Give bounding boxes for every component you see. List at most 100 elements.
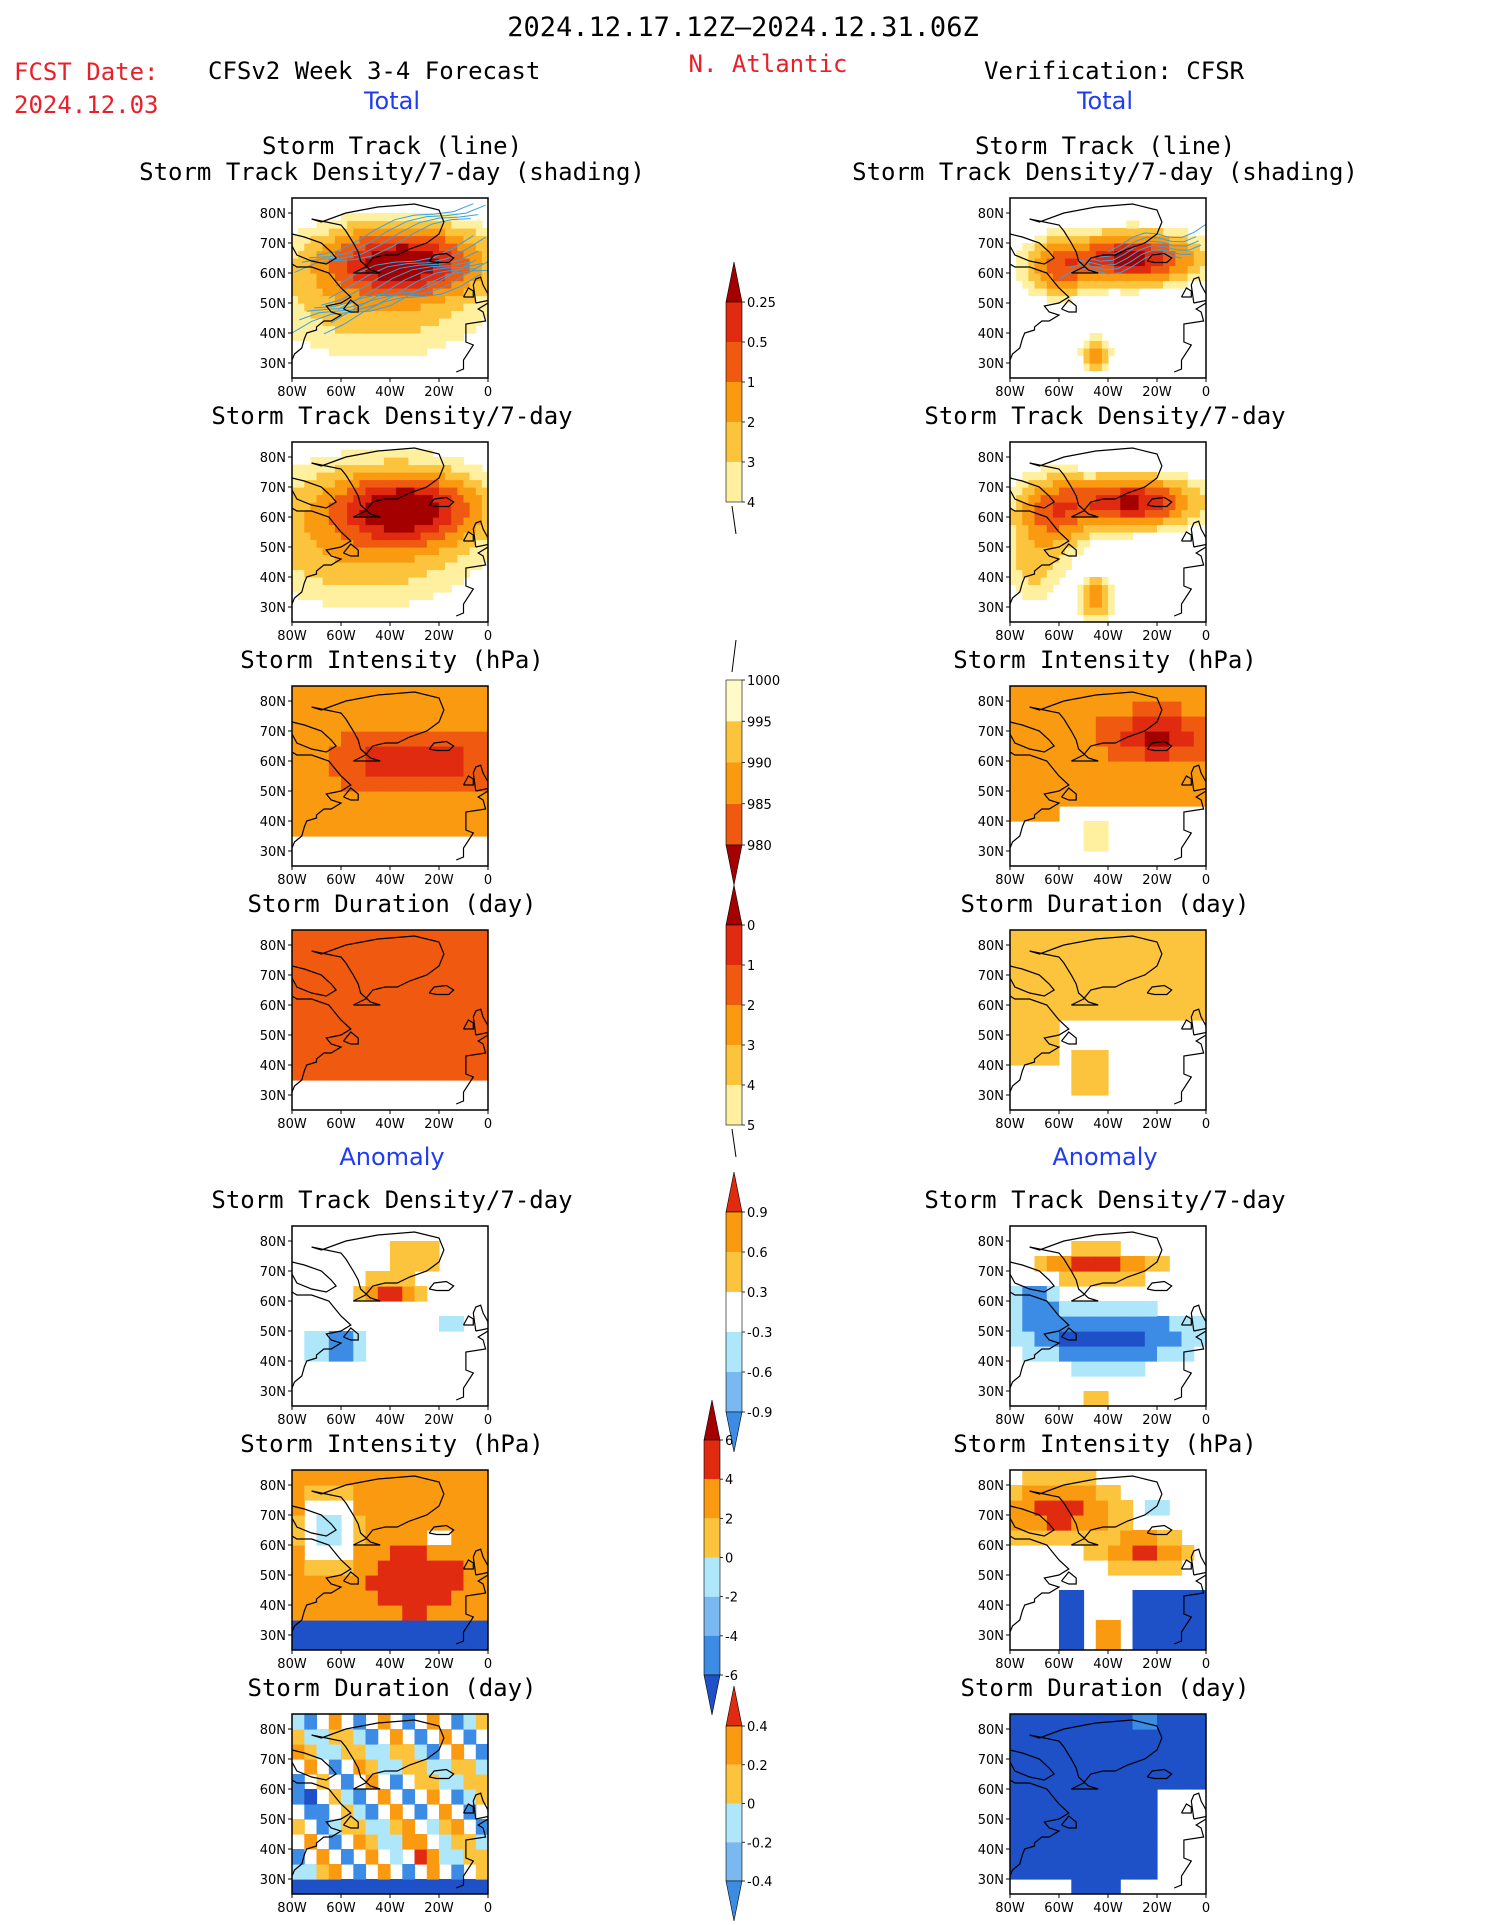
lon-tick-label: 20W: [424, 1657, 454, 1672]
lat-tick-label: 80N: [978, 451, 1004, 466]
lat-tick-label: 60N: [260, 999, 286, 1014]
lat-tick-label: 60N: [260, 755, 286, 770]
lat-tick-label: 40N: [978, 1599, 1004, 1614]
lon-tick-label: 80W: [995, 629, 1025, 644]
colorbar-density-anomaly: 0.9 0.6 0.3 -0.3 -0.6 -0.9: [718, 1171, 788, 1456]
title-track-shading-left: Storm Track Density/7-day (shading): [139, 158, 645, 186]
lat-tick-label: 40N: [260, 1843, 286, 1858]
colorbar-tick-label: 980: [747, 839, 772, 854]
lat-tick-label: 70N: [260, 969, 286, 984]
lat-tick-label: 70N: [978, 1753, 1004, 1768]
lon-tick-label: 40W: [1093, 385, 1123, 400]
lon-tick-label: 40W: [1093, 1657, 1123, 1672]
lat-tick-label: 50N: [260, 1569, 286, 1584]
lon-tick-label: 60W: [1044, 1901, 1074, 1916]
map-track-verification: 80N 70N 60N 50N 40N 30N 80W 60W 40W 20W 0: [978, 197, 1210, 400]
map-field: [1010, 686, 1206, 866]
colorbar-tick-label: 0.5: [747, 336, 768, 351]
lon-tick-label: 40W: [375, 629, 405, 644]
lon-tick-label: 0: [484, 385, 492, 400]
lat-tick-label: 60N: [260, 511, 286, 526]
lat-tick-label: 60N: [978, 1295, 1004, 1310]
title-density-left: Storm Track Density/7-day: [211, 402, 573, 430]
colorbar-tick-label: -0.3: [747, 1326, 772, 1341]
title-track-line-right: Storm Track (line): [974, 132, 1236, 160]
lon-tick-label: 0: [1202, 873, 1210, 888]
anomaly-label-right: Anomaly: [1052, 1143, 1158, 1171]
title-duration-anom-right: Storm Duration (day): [960, 1674, 1250, 1702]
lat-tick-label: 80N: [260, 1479, 286, 1494]
lat-tick-label: 70N: [978, 1265, 1004, 1280]
map-field: [1010, 1226, 1206, 1406]
colorbar-tick-label: -0.4: [747, 1875, 772, 1890]
anomaly-label-left: Anomaly: [339, 1143, 445, 1171]
colorbar-duration-total: 0 1 2 3 4 5: [718, 884, 788, 1169]
lon-tick-label: 0: [484, 1117, 492, 1132]
colorbar-tick-label: 0: [725, 1552, 733, 1567]
colorbar-intensity-anomaly: 6 4 2 0 -2 -4 -6: [696, 1399, 766, 1719]
verification-title: Verification: CFSR: [984, 57, 1245, 85]
colorbar-tick-label: 2: [747, 999, 755, 1014]
lon-tick-label: 20W: [1142, 1901, 1172, 1916]
lat-tick-label: 70N: [260, 1753, 286, 1768]
title-duration-left: Storm Duration (day): [247, 890, 537, 918]
lon-tick-label: 60W: [1044, 873, 1074, 888]
lon-tick-label: 20W: [1142, 1657, 1172, 1672]
lon-tick-label: 0: [1202, 1657, 1210, 1672]
lon-tick-label: 80W: [277, 629, 307, 644]
lon-tick-label: 20W: [424, 1117, 454, 1132]
lat-tick-label: 60N: [260, 1539, 286, 1554]
map-intensity-anomaly-verification: 80N 70N 60N 50N 40N 30N 80W 60W 40W 20W 0: [978, 1469, 1210, 1672]
lat-tick-label: 40N: [978, 327, 1004, 342]
title-intensity-anom-left: Storm Intensity (hPa): [240, 1430, 544, 1458]
lat-tick-label: 70N: [260, 237, 286, 252]
colorbar-tick-label: 4: [747, 1079, 755, 1094]
map-density-forecast: 80N 70N 60N 50N 40N 30N 80W 60W 40W 20W 0: [260, 441, 492, 644]
lat-tick-label: 80N: [260, 939, 286, 954]
colorbar-tick-label: 0: [747, 919, 755, 934]
lat-tick-label: 30N: [978, 1629, 1004, 1644]
lat-tick-label: 30N: [978, 601, 1004, 616]
colorbar-tick-label: 2: [747, 416, 755, 431]
lon-tick-label: 0: [484, 873, 492, 888]
map-field: [1010, 442, 1206, 622]
map-intensity-verification: 80N 70N 60N 50N 40N 30N 80W 60W 40W 20W 0: [978, 685, 1210, 888]
lat-tick-label: 80N: [260, 1235, 286, 1250]
lat-tick-label: 30N: [978, 1873, 1004, 1888]
lat-tick-label: 40N: [978, 1059, 1004, 1074]
lon-tick-label: 0: [484, 1901, 492, 1916]
lat-tick-label: 30N: [978, 357, 1004, 372]
lon-tick-label: 20W: [1142, 629, 1172, 644]
lon-tick-label: 0: [1202, 1117, 1210, 1132]
lat-tick-label: 80N: [978, 939, 1004, 954]
map-density-anomaly-verification: 80N 70N 60N 50N 40N 30N 80W 60W 40W 20W 0: [978, 1225, 1210, 1428]
lat-tick-label: 40N: [260, 571, 286, 586]
lon-tick-label: 60W: [326, 629, 356, 644]
lon-tick-label: 0: [1202, 1901, 1210, 1916]
lat-tick-label: 50N: [978, 1029, 1004, 1044]
lon-tick-label: 40W: [375, 1413, 405, 1428]
lon-tick-label: 20W: [1142, 1413, 1172, 1428]
lon-tick-label: 20W: [1142, 873, 1172, 888]
map-duration-verification: 80N 70N 60N 50N 40N 30N 80W 60W 40W 20W 0: [978, 929, 1210, 1132]
lon-tick-label: 80W: [277, 1657, 307, 1672]
lat-tick-label: 30N: [978, 845, 1004, 860]
lon-tick-label: 40W: [1093, 629, 1123, 644]
lat-tick-label: 80N: [260, 1723, 286, 1738]
lat-tick-label: 50N: [260, 297, 286, 312]
map-field: [292, 1226, 488, 1406]
lon-tick-label: 20W: [1142, 1117, 1172, 1132]
title-track-shading-right: Storm Track Density/7-day (shading): [852, 158, 1358, 186]
colorbar-tick-label: 0.9: [747, 1206, 768, 1221]
lat-tick-label: 70N: [978, 237, 1004, 252]
colorbar-tick-label: 1: [747, 959, 755, 974]
lat-tick-label: 60N: [260, 1295, 286, 1310]
map-duration-anomaly-verification: 80N 70N 60N 50N 40N 30N 80W 60W 40W 20W 0: [978, 1713, 1210, 1916]
colorbar-tick-label: 0: [747, 1798, 755, 1813]
colorbar-tick-label: -0.2: [747, 1836, 772, 1851]
lon-tick-label: 20W: [424, 1901, 454, 1916]
lon-tick-label: 80W: [995, 385, 1025, 400]
lat-tick-label: 50N: [978, 1325, 1004, 1340]
colorbar-tick-label: 0.6: [747, 1246, 768, 1261]
total-label-left: Total: [363, 87, 421, 115]
